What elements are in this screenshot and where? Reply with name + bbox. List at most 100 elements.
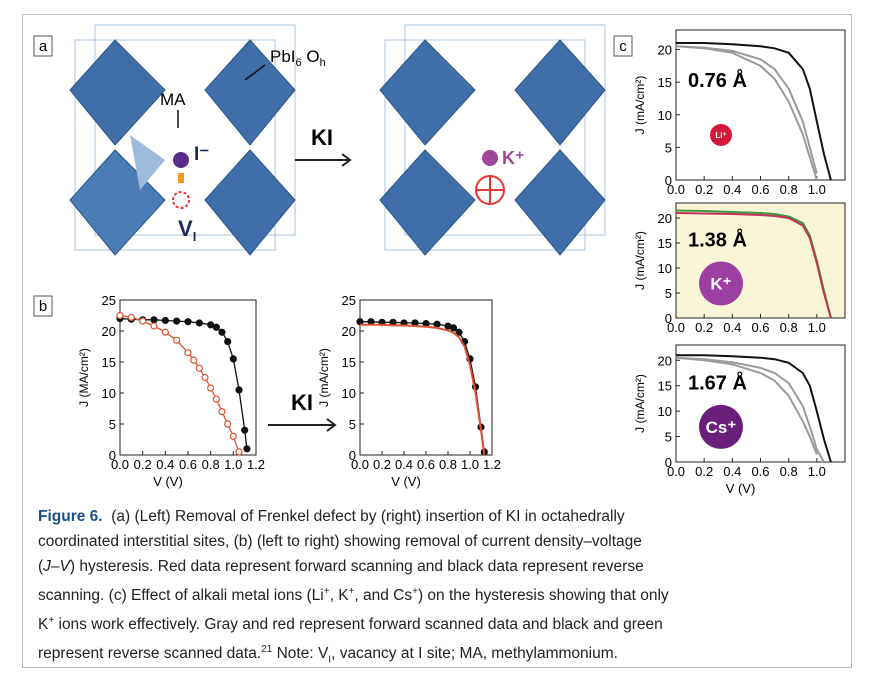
- caption-text: K: [38, 616, 48, 633]
- data-point: [434, 321, 440, 327]
- panel-label: b: [39, 298, 47, 315]
- data-point: [230, 433, 236, 439]
- data-point: [225, 421, 231, 427]
- x-tick-label: 0.8: [780, 320, 798, 335]
- data-point: [162, 329, 168, 335]
- caption-line: coordinated interstitial sites, (b) (lef…: [38, 529, 669, 554]
- data-point: [117, 313, 123, 319]
- caption-text: ) hysteresis. Red data represent forward…: [70, 558, 644, 575]
- data-point: [196, 365, 202, 371]
- x-tick-label: 0.8: [439, 457, 457, 472]
- ion-label: K⁺: [710, 275, 731, 294]
- caption-text: V: [60, 558, 70, 575]
- ionic-radius: 1.67 Å: [688, 370, 747, 394]
- x-tick-label: 0.2: [134, 457, 152, 472]
- x-axis-label: V (V): [726, 481, 756, 496]
- y-tick-label: 5: [665, 430, 672, 445]
- x-tick-label: 0.2: [695, 464, 713, 479]
- caption-line: (J–V) hysteresis. Red data represent for…: [38, 554, 669, 579]
- y-axis-label: J (mA/cm²): [633, 231, 647, 290]
- y-axis-label: J (mA/cm²): [633, 76, 647, 135]
- data-point: [196, 320, 202, 326]
- x-tick-label: 1.2: [483, 457, 501, 472]
- text: h: [320, 57, 326, 69]
- caption-text: ions work effectively. Gray and red repr…: [54, 616, 663, 633]
- caption-text: , vacancy at I site; MA, methylammonium.: [331, 645, 618, 662]
- page: a b c MA PbI6 Oh I⁻ VI KI K⁺ KI 0.00.20.…: [0, 0, 875, 684]
- caption-text: J: [43, 558, 51, 575]
- caption: Figure 6. (a) (Left) Removal of Frenkel …: [38, 504, 669, 673]
- y-tick-label: 10: [658, 108, 672, 123]
- data-point: [213, 324, 219, 330]
- ionic-radius: 1.38 Å: [688, 228, 747, 252]
- y-axis-label: J (MA/cm²): [77, 348, 91, 407]
- data-point: [174, 337, 180, 343]
- caption-text: ) on the hysteresis showing that only: [418, 587, 669, 604]
- x-tick-label: 0.6: [751, 320, 769, 335]
- y-tick-label: 5: [665, 286, 672, 301]
- x-axis-label: V (V): [153, 474, 183, 489]
- caption-line: represent reverse scanned data.21 Note: …: [38, 637, 669, 672]
- caption-line: scanning. (c) Effect of alkali metal ion…: [38, 579, 669, 608]
- panel-label: c: [619, 38, 627, 55]
- x-tick-label: 0.4: [723, 182, 741, 197]
- data-point: [162, 317, 168, 323]
- data-point: [174, 318, 180, 324]
- label-reagent: KI: [291, 390, 313, 415]
- y-tick-label: 0: [665, 311, 672, 326]
- y-tick-label: 15: [102, 355, 116, 370]
- y-tick-label: 20: [342, 324, 356, 339]
- caption-text: coordinated interstitial sites, (b) (lef…: [38, 533, 642, 550]
- y-tick-label: 0: [109, 448, 116, 463]
- arrow: [295, 154, 350, 166]
- data-point: [185, 350, 191, 356]
- y-tick-label: 20: [102, 324, 116, 339]
- x-tick-label: 1.2: [247, 457, 265, 472]
- caption-line: K+ ions work effectively. Gray and red r…: [38, 608, 669, 637]
- data-line: [120, 316, 239, 452]
- x-tick-label: 1.0: [224, 457, 242, 472]
- x-tick-label: 0.6: [751, 464, 769, 479]
- label-iodide: I⁻: [194, 144, 209, 165]
- y-tick-label: 5: [109, 417, 116, 432]
- text: I: [193, 229, 197, 244]
- x-tick-label: 0.8: [202, 457, 220, 472]
- x-tick-label: 0.6: [417, 457, 435, 472]
- data-line: [676, 46, 817, 180]
- x-axis-label: V (V): [391, 474, 421, 489]
- panel-label: a: [39, 38, 48, 55]
- x-tick-label: 0.4: [723, 464, 741, 479]
- y-tick-label: 25: [102, 293, 116, 308]
- y-tick-label: 20: [658, 211, 672, 226]
- ion-label: Cs⁺: [706, 418, 737, 437]
- y-tick-label: 15: [658, 236, 672, 251]
- y-tick-label: 10: [342, 386, 356, 401]
- x-tick-label: 1.0: [461, 457, 479, 472]
- y-tick-label: 10: [658, 404, 672, 419]
- y-tick-label: 15: [342, 355, 356, 370]
- data-point: [225, 339, 231, 345]
- caption-line: Figure 6. (a) (Left) Removal of Frenkel …: [38, 504, 669, 529]
- y-tick-label: 5: [349, 417, 356, 432]
- y-tick-label: 0: [349, 448, 356, 463]
- caption-text: (a) (Left) Removal of Frenkel defect by …: [103, 508, 625, 525]
- y-tick-label: 25: [342, 293, 356, 308]
- x-tick-label: 1.0: [808, 464, 826, 479]
- caption-text: , K: [330, 587, 349, 604]
- caption-text: Figure 6.: [38, 508, 103, 525]
- label-reagent: KI: [311, 125, 333, 150]
- y-tick-label: 0: [665, 173, 672, 188]
- data-point: [244, 446, 250, 452]
- data-point: [451, 325, 457, 331]
- x-tick-label: 0.4: [395, 457, 413, 472]
- data-point: [185, 319, 191, 325]
- caption-text: scanning. (c) Effect of alkali metal ion…: [38, 587, 324, 604]
- y-axis-label: J (mA/cm²): [633, 374, 647, 433]
- ionic-radius: 0.76 Å: [688, 68, 747, 92]
- x-tick-label: 0.4: [156, 457, 174, 472]
- text: O: [302, 47, 320, 66]
- caption-text: 21: [261, 644, 272, 655]
- x-tick-label: 0.2: [695, 182, 713, 197]
- y-tick-label: 10: [102, 386, 116, 401]
